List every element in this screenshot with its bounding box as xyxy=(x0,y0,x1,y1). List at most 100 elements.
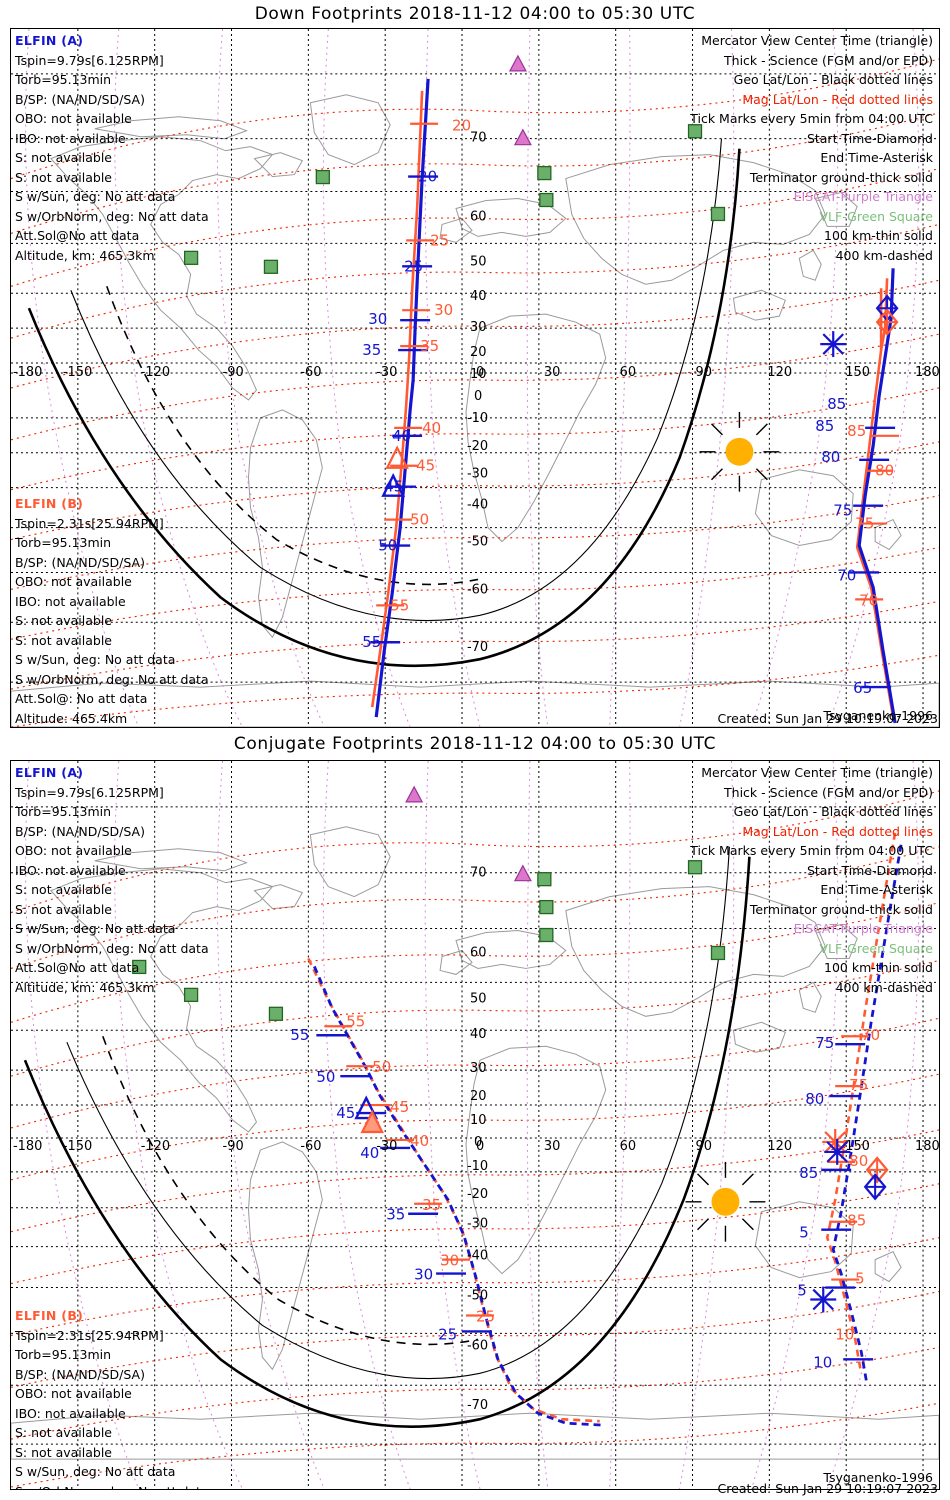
mag-lon-grid-down xyxy=(25,29,920,727)
svg-text:-60: -60 xyxy=(300,365,321,380)
geo-grid-down xyxy=(11,29,939,727)
legend-line-7-conj: End Time-Asterisk xyxy=(820,882,933,897)
track-elfin-b-down-left xyxy=(370,90,424,708)
end-time-asterisks-down xyxy=(820,331,847,358)
start-time-diamonds-conj xyxy=(863,1156,889,1201)
svg-text:25: 25 xyxy=(438,1325,457,1343)
panel-down-footprints: Down Footprints 2018-11-12 04:00 to 05:3… xyxy=(0,0,950,740)
legend-line-12-down: 400 km-dashed xyxy=(835,247,933,263)
sat-b-name-conj: ELFIN (B) xyxy=(15,1308,84,1323)
time-labels-a-conj: 55 50 45 40 35 30 25 75 80 85 5 5 10 xyxy=(290,1026,834,1371)
svg-text:-30: -30 xyxy=(376,1139,397,1154)
sat-a-torb-down: Torb=95.13min xyxy=(15,72,112,87)
vlf-green-squares-conj xyxy=(132,860,726,1021)
svg-text:150: 150 xyxy=(845,365,870,380)
svg-text:85: 85 xyxy=(815,417,834,435)
svg-text:80: 80 xyxy=(805,1090,824,1108)
sat-a-s1-down: S: not available xyxy=(15,150,112,165)
sat-a-tspin-conj: Tspin=9.79s[6.125RPM] xyxy=(15,784,164,800)
svg-text:70: 70 xyxy=(470,131,486,146)
svg-text:30: 30 xyxy=(470,1061,486,1076)
tickmarks-b-conj xyxy=(324,1025,870,1317)
sat-a-ssun-down: S w/Sun, deg: No att data xyxy=(15,189,176,204)
lat-tick-labels-down: 70 60 50 40 30 20 10 0 -10 -20 -30 -40 -… xyxy=(467,131,488,656)
svg-text:30: 30 xyxy=(368,310,387,328)
svg-text:-90: -90 xyxy=(223,365,244,380)
tickmarks-b-down xyxy=(376,122,439,607)
sat-a-obo-down: OBO: not available xyxy=(15,111,132,126)
legend-line-10-conj: VLF-Green Square xyxy=(819,940,933,956)
legend-block-down: Mercator View Center Time (triangle) Thi… xyxy=(690,31,933,265)
svg-text:55: 55 xyxy=(390,596,409,614)
svg-text:180: 180 xyxy=(915,365,939,380)
svg-text:-60: -60 xyxy=(467,1338,488,1353)
svg-text:50: 50 xyxy=(410,511,429,529)
info-block-elfin-a-down: ELFIN (A) Tspin=9.79s[6.125RPM] Torb=95.… xyxy=(15,31,209,265)
info-block-elfin-a-conj: ELFIN (A) Tspin=9.79s[6.125RPM] Torb=95.… xyxy=(15,763,209,997)
time-labels-a-down: 20 25 30 35 40 45 50 55 85 80 85 75 70 6… xyxy=(362,168,872,698)
svg-text:35: 35 xyxy=(386,1206,405,1224)
legend-line-7-down: End Time-Asterisk xyxy=(820,150,933,165)
svg-text:55: 55 xyxy=(362,633,381,651)
svg-text:60: 60 xyxy=(470,945,486,960)
svg-text:80: 80 xyxy=(875,462,894,480)
sat-a-attsol-down: Att.Sol@No att data xyxy=(15,228,140,243)
terminator-conj xyxy=(23,846,751,1428)
svg-text:40: 40 xyxy=(392,427,411,445)
track-elfin-a-conj-left xyxy=(313,965,604,1427)
svg-text:30: 30 xyxy=(544,365,560,380)
sat-b-obo-conj: OBO: not available xyxy=(15,1386,132,1401)
svg-text:10: 10 xyxy=(470,1113,486,1128)
sat-a-ibo-conj: IBO: not available xyxy=(15,862,126,878)
legend-line-10-down: VLF-Green Square xyxy=(819,208,933,224)
svg-text:40: 40 xyxy=(422,419,441,437)
sat-a-name-down: ELFIN (A) xyxy=(15,33,84,48)
svg-text:-40: -40 xyxy=(467,498,488,513)
svg-text:35: 35 xyxy=(362,341,381,359)
legend-line-1-down: Mercator View Center Time (triangle) xyxy=(701,33,933,48)
vlf-green-squares-down xyxy=(183,124,726,274)
legend-line-8-down: Terminator ground-thick solid xyxy=(749,169,933,185)
legend-line-11-down: 100 km-thin solid xyxy=(824,228,933,243)
svg-text:5: 5 xyxy=(797,1282,807,1300)
svg-text:-20: -20 xyxy=(467,1187,488,1202)
legend-line-4-conj: Mag Lat/Lon - Red dotted lines xyxy=(742,823,933,839)
svg-text:120: 120 xyxy=(767,1139,792,1154)
svg-text:-180: -180 xyxy=(13,1139,42,1154)
svg-text:85: 85 xyxy=(847,422,866,440)
legend-line-11-conj: 100 km-thin solid xyxy=(824,960,933,975)
map-frame-conj[interactable]: -180 -150 -120 -90 -60 -30 0 30 60 90 12… xyxy=(10,760,940,1490)
map-svg-down: -180 -150 -120 -90 -60 -30 0 30 60 90 12… xyxy=(11,29,939,727)
sat-b-altitude-down: Altitude: 465.4km xyxy=(15,710,128,726)
geo-grid-conj xyxy=(11,761,939,1489)
mag-lon-grid-conj xyxy=(25,761,920,1489)
svg-text:0: 0 xyxy=(476,1139,484,1154)
svg-text:-150: -150 xyxy=(63,365,92,380)
sat-b-torb-conj: Torb=95.13min xyxy=(15,1347,112,1362)
time-labels-b-down: 20 25 30 35 40 45 50 55 85 80 75 70 xyxy=(390,117,894,615)
svg-text:85: 85 xyxy=(847,1212,866,1230)
svg-text:-70: -70 xyxy=(467,640,488,655)
svg-text:85: 85 xyxy=(827,395,846,413)
svg-text:80: 80 xyxy=(849,1152,868,1170)
legend-line-4-down: Mag Lat/Lon - Red dotted lines xyxy=(742,91,933,107)
sat-b-ssun-down: S w/Sun, deg: No att data xyxy=(15,652,176,667)
svg-text:60: 60 xyxy=(620,365,636,380)
svg-text:30: 30 xyxy=(440,1252,459,1270)
model-note-conj: Tsyganenko-1996 xyxy=(823,1470,933,1485)
svg-text:35: 35 xyxy=(420,337,439,355)
svg-text:-70: -70 xyxy=(467,1398,488,1413)
svg-text:70: 70 xyxy=(837,566,856,584)
svg-text:70: 70 xyxy=(859,591,878,609)
svg-text:75: 75 xyxy=(855,515,874,533)
map-inner-down: -180 -150 -120 -90 -60 -30 0 30 60 90 12… xyxy=(11,29,939,727)
svg-text:-50: -50 xyxy=(467,535,488,550)
sun-icon-conj xyxy=(685,1161,766,1242)
sat-a-attsol-conj: Att.Sol@No att data xyxy=(15,960,140,975)
map-frame-down[interactable]: -180 -150 -120 -90 -60 -30 0 30 60 90 12… xyxy=(10,28,940,728)
legend-line-2-down: Thick - Science (FGM and/or EPD) xyxy=(724,52,933,68)
sat-b-torb-down: Torb=95.13min xyxy=(15,535,112,550)
sat-a-torb-conj: Torb=95.13min xyxy=(15,804,112,819)
svg-text:70: 70 xyxy=(861,1026,880,1044)
